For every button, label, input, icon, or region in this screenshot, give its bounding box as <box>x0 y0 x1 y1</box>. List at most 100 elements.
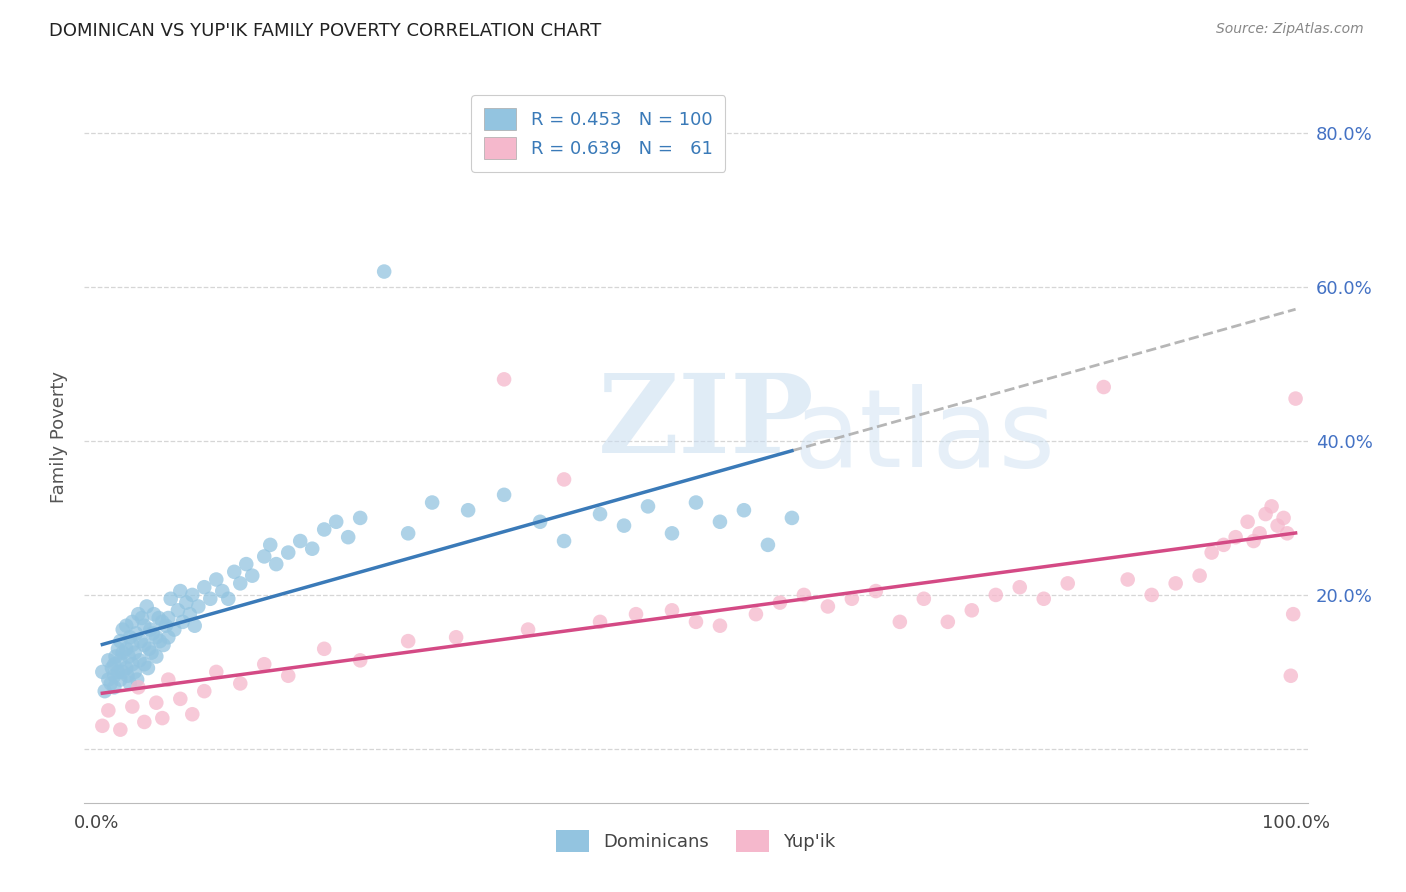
Legend: Dominicans, Yup'ik: Dominicans, Yup'ik <box>550 823 842 860</box>
Point <box>101 661 124 675</box>
Point <box>111 646 134 660</box>
Point <box>149 634 172 648</box>
Point <box>91 719 114 733</box>
Point <box>589 615 612 629</box>
Point <box>337 530 360 544</box>
Point <box>148 611 170 625</box>
Point <box>193 580 215 594</box>
Point <box>107 665 129 679</box>
Point <box>1188 568 1211 582</box>
Point <box>235 557 257 571</box>
Point <box>259 538 281 552</box>
Point <box>174 596 197 610</box>
Point <box>110 673 132 687</box>
Point <box>111 623 134 637</box>
Point <box>1284 392 1306 406</box>
Point <box>1225 530 1247 544</box>
Point <box>91 665 114 679</box>
Point <box>115 618 138 632</box>
Point <box>129 634 152 648</box>
Point <box>118 649 141 664</box>
Point <box>661 603 683 617</box>
Point <box>494 488 516 502</box>
Point <box>169 584 191 599</box>
Point <box>205 573 228 587</box>
Point <box>167 603 190 617</box>
Point <box>1279 669 1302 683</box>
Point <box>103 657 125 672</box>
Point <box>1267 518 1289 533</box>
Point <box>138 641 160 656</box>
Point <box>127 607 149 622</box>
Point <box>613 518 636 533</box>
Point <box>187 599 209 614</box>
Point <box>125 626 148 640</box>
Point <box>145 696 167 710</box>
Point <box>134 657 156 672</box>
Point <box>912 591 935 606</box>
Point <box>110 634 132 648</box>
Point <box>172 615 194 629</box>
Point <box>229 676 252 690</box>
Point <box>1254 507 1277 521</box>
Point <box>103 669 125 683</box>
Point <box>1243 534 1265 549</box>
Point <box>97 653 120 667</box>
Point <box>193 684 215 698</box>
Point <box>124 646 146 660</box>
Point <box>1140 588 1163 602</box>
Point <box>127 681 149 695</box>
Point <box>314 523 336 537</box>
Point <box>229 576 252 591</box>
Point <box>139 623 162 637</box>
Point <box>277 669 299 683</box>
Point <box>211 584 233 599</box>
Point <box>936 615 959 629</box>
Point <box>589 507 612 521</box>
Point <box>1164 576 1187 591</box>
Point <box>134 714 156 729</box>
Point <box>1092 380 1115 394</box>
Point <box>314 641 336 656</box>
Point <box>709 618 731 632</box>
Point <box>780 511 803 525</box>
Point <box>396 526 419 541</box>
Point <box>107 641 129 656</box>
Point <box>169 691 191 706</box>
Point <box>733 503 755 517</box>
Point <box>1008 580 1031 594</box>
Point <box>1272 511 1295 525</box>
Point <box>444 630 467 644</box>
Point <box>264 557 287 571</box>
Point <box>145 630 167 644</box>
Point <box>179 607 201 622</box>
Point <box>117 669 139 683</box>
Point <box>118 676 141 690</box>
Point <box>529 515 551 529</box>
Point <box>152 638 174 652</box>
Point <box>141 646 163 660</box>
Point <box>134 618 156 632</box>
Point <box>200 591 222 606</box>
Point <box>301 541 323 556</box>
Point <box>181 707 204 722</box>
Point <box>1212 538 1234 552</box>
Point <box>769 596 792 610</box>
Point <box>745 607 768 622</box>
Y-axis label: Family Poverty: Family Poverty <box>51 371 69 503</box>
Point <box>960 603 983 617</box>
Point <box>217 591 239 606</box>
Point <box>157 673 180 687</box>
Point <box>121 699 143 714</box>
Point <box>121 638 143 652</box>
Point <box>100 676 122 690</box>
Point <box>290 534 312 549</box>
Point <box>709 515 731 529</box>
Point <box>277 545 299 559</box>
Text: DOMINICAN VS YUP'IK FAMILY POVERTY CORRELATION CHART: DOMINICAN VS YUP'IK FAMILY POVERTY CORRE… <box>49 22 602 40</box>
Point <box>517 623 540 637</box>
Point <box>553 472 575 486</box>
Point <box>145 649 167 664</box>
Text: ZIP: ZIP <box>598 369 815 476</box>
Point <box>494 372 516 386</box>
